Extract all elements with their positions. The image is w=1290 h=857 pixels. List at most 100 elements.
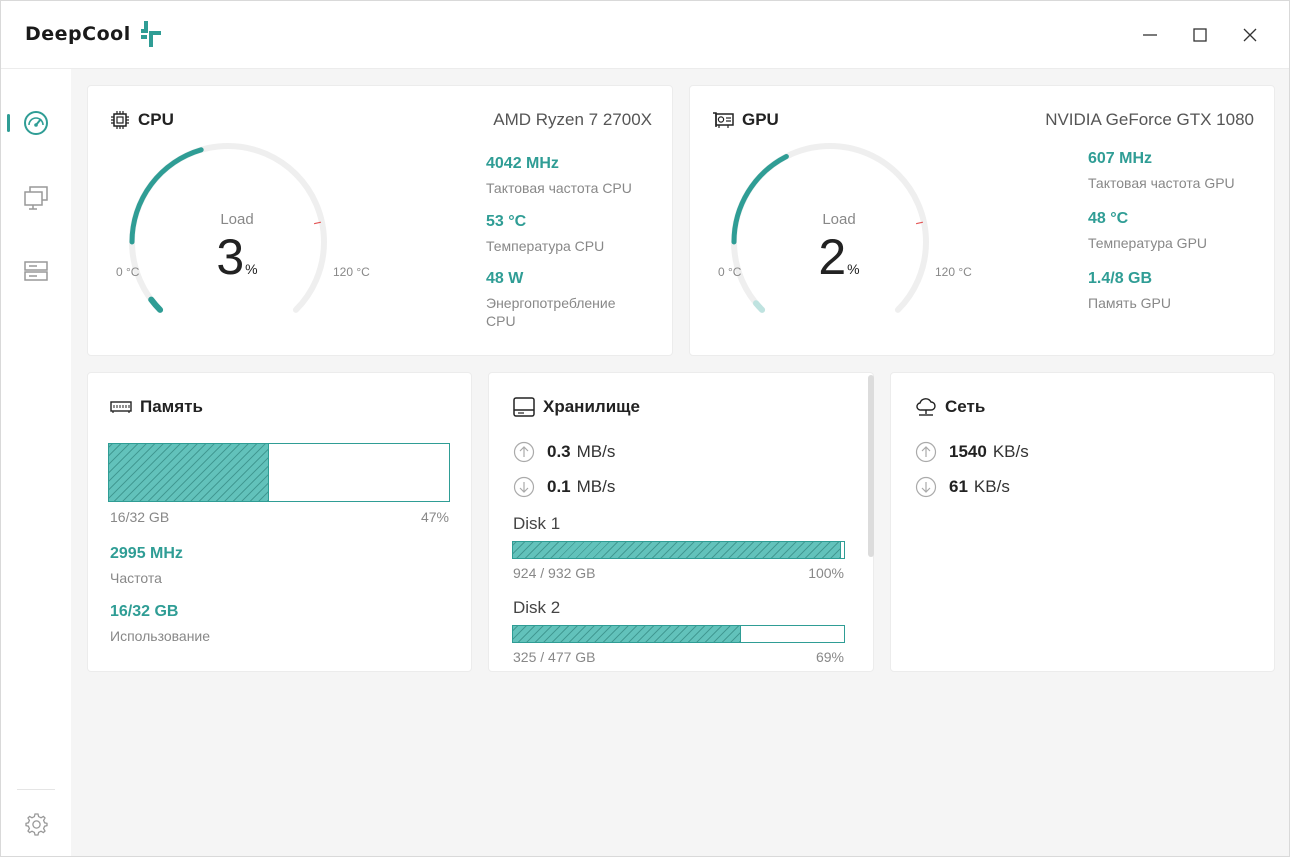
sidebar-item-monitor[interactable] [1, 178, 71, 218]
cpu-temp-label: Температура CPU [486, 238, 605, 254]
dashboard-gauge-icon [24, 111, 48, 135]
sidebar-item-storage[interactable] [1, 251, 71, 291]
memory-usage-caption: 16/32 GB [110, 509, 170, 525]
memory-used-value: 16/32 GB [110, 603, 179, 620]
cpu-model: AMD Ryzen 7 2700X [493, 110, 652, 129]
gpu-load-arc [753, 300, 766, 313]
cpu-power-label: Энергопотребление CPU [486, 295, 616, 329]
storage-upload-unit: MB/s [576, 442, 616, 461]
storage-read-row: 0.3 MB/s [513, 441, 615, 463]
gpu-load-gauge [731, 143, 929, 313]
memory-used-label: Использование [110, 628, 211, 644]
close-button[interactable] [1225, 19, 1275, 51]
gpu-gauge-min: 0 °C [718, 265, 742, 279]
network-download-row: 61 KB/s [915, 476, 1010, 498]
cpu-gauge-max: 120 °C [333, 265, 370, 279]
gpu-title-text: GPU [742, 110, 779, 129]
gpu-model: NVIDIA GeForce GTX 1080 [1045, 110, 1254, 129]
gpu-card: GPU NVIDIA GeForce GTX 1080 Load 2% 0 °C… [689, 85, 1275, 356]
maximize-button[interactable] [1175, 19, 1225, 51]
storage-download-unit: MB/s [576, 477, 616, 496]
gear-icon [25, 813, 48, 836]
cpu-card-title: CPU [110, 110, 174, 130]
maximize-icon [1193, 28, 1207, 42]
title-bar: DeepCool [1, 1, 1289, 69]
memory-frequency-label: Частота [110, 570, 162, 586]
cpu-gauge-track [129, 143, 327, 313]
cpu-load-gauge [129, 143, 327, 313]
deepcool-logo: DeepCool [25, 19, 163, 49]
sidebar-item-dashboard[interactable] [1, 103, 71, 143]
logo-mark-icon [140, 21, 161, 47]
cpu-clock-label: Тактовая частота CPU [486, 180, 632, 196]
download-arrow-icon [915, 476, 937, 498]
gpu-load-value: 2% [789, 228, 889, 286]
gpu-load-number: 2 [818, 229, 847, 285]
hard-drive-icon [513, 397, 535, 417]
memory-card: Память 16/32 GB 47% 2995 MHz Частота 16/… [87, 372, 472, 672]
logo-text: DeepCool [25, 23, 131, 45]
gpu-temperature-arc [731, 154, 789, 245]
cpu-chip-icon [111, 111, 129, 129]
storage-rack-icon [24, 261, 48, 281]
gpu-temp-label: Температура GPU [1088, 235, 1208, 251]
disk-1-caption: 924 / 932 GB [513, 565, 596, 581]
cpu-load-label: Load [220, 211, 254, 228]
network-card: Сеть 1540 KB/s 61 KB/s [890, 372, 1275, 672]
gpu-memory-label: Память GPU [1088, 295, 1171, 311]
storage-card-title: Хранилище [513, 397, 640, 417]
network-download-value: 61 [949, 477, 968, 496]
active-indicator [7, 114, 10, 132]
cpu-gauge-warning-tick [313, 221, 322, 225]
cpu-temperature-arc [129, 147, 204, 245]
sidebar [1, 69, 71, 856]
gpu-gauge-max: 120 °C [935, 265, 972, 279]
memory-title-text: Память [140, 397, 203, 416]
upload-arrow-icon [915, 441, 937, 463]
disk-2-usage-bar [512, 625, 845, 643]
monitor-icon [24, 186, 48, 210]
disk-1-usage-bar-fill [513, 542, 841, 558]
minimize-icon [1143, 34, 1157, 36]
cpu-load-unit: % [245, 261, 258, 277]
storage-write-row: 0.1 MB/s [513, 476, 615, 498]
gpu-load-label: Load [822, 211, 856, 228]
memory-usage-percent: 47% [420, 509, 449, 525]
gpu-card-title: GPU [712, 110, 779, 130]
network-upload-unit: KB/s [992, 442, 1029, 461]
gpu-gauge-warning-tick [915, 221, 924, 225]
ram-module-icon [110, 401, 132, 413]
disk-2-name: Disk 2 [513, 598, 561, 617]
network-title-text: Сеть [945, 397, 986, 416]
gpu-gauge-track [731, 143, 929, 313]
network-card-title: Сеть [915, 397, 985, 417]
cpu-clock-value: 4042 MHz [486, 155, 559, 172]
gpu-card-icon [713, 112, 734, 128]
cpu-temp-value: 53 °C [486, 213, 527, 230]
network-upload-row: 1540 KB/s [915, 441, 1029, 463]
disk-1-name: Disk 1 [513, 514, 561, 533]
cpu-load-arc [148, 296, 164, 313]
network-upload-value: 1540 [949, 442, 987, 461]
storage-download-value: 0.1 [547, 477, 571, 496]
gpu-clock-value: 607 MHz [1088, 150, 1153, 167]
cpu-power-value: 48 W [486, 270, 524, 287]
memory-frequency-value: 2995 MHz [110, 545, 183, 562]
sidebar-divider [17, 789, 55, 790]
network-cloud-icon [916, 398, 936, 416]
cpu-load-value: 3% [187, 228, 287, 286]
disk-2-percent: 69% [815, 649, 844, 665]
disk-2-usage-bar-fill [513, 626, 742, 642]
gpu-memory-value: 1.4/8 GB [1088, 270, 1153, 287]
gpu-load-unit: % [847, 261, 860, 277]
network-download-unit: KB/s [973, 477, 1010, 496]
gpu-temp-value: 48 °C [1088, 210, 1129, 227]
settings-button[interactable] [1, 804, 71, 844]
cpu-gauge-min: 0 °C [116, 265, 140, 279]
storage-card: Хранилище 0.3 MB/s 0.1 MB/s Disk 1 924 / 9… [488, 372, 874, 672]
storage-scrollbar[interactable] [868, 375, 874, 557]
close-icon [1243, 28, 1257, 42]
window-controls [1125, 19, 1275, 51]
minimize-button[interactable] [1125, 19, 1175, 51]
